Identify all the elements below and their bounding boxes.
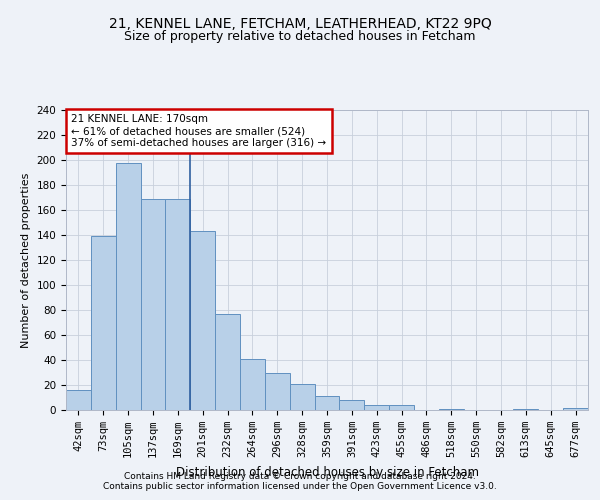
Text: Contains public sector information licensed under the Open Government Licence v3: Contains public sector information licen… [103, 482, 497, 491]
Text: 21, KENNEL LANE, FETCHAM, LEATHERHEAD, KT22 9PQ: 21, KENNEL LANE, FETCHAM, LEATHERHEAD, K… [109, 18, 491, 32]
Text: 21 KENNEL LANE: 170sqm
← 61% of detached houses are smaller (524)
37% of semi-de: 21 KENNEL LANE: 170sqm ← 61% of detached… [71, 114, 326, 148]
Bar [563, 408, 588, 410]
Bar [340, 400, 364, 410]
Text: Size of property relative to detached houses in Fetcham: Size of property relative to detached ho… [124, 30, 476, 43]
Bar [116, 162, 140, 410]
Bar [314, 396, 340, 410]
Bar [389, 405, 414, 410]
Bar [190, 231, 215, 410]
Bar [140, 198, 166, 410]
Bar [364, 405, 389, 410]
Bar [514, 409, 538, 410]
Y-axis label: Number of detached properties: Number of detached properties [21, 172, 31, 348]
Bar [240, 359, 265, 410]
Bar [290, 384, 314, 410]
Bar [91, 236, 116, 410]
Bar [215, 314, 240, 410]
X-axis label: Distribution of detached houses by size in Fetcham: Distribution of detached houses by size … [176, 466, 479, 478]
Bar [166, 198, 190, 410]
Bar [66, 390, 91, 410]
Bar [265, 372, 290, 410]
Text: Contains HM Land Registry data © Crown copyright and database right 2024.: Contains HM Land Registry data © Crown c… [124, 472, 476, 481]
Bar [439, 409, 464, 410]
